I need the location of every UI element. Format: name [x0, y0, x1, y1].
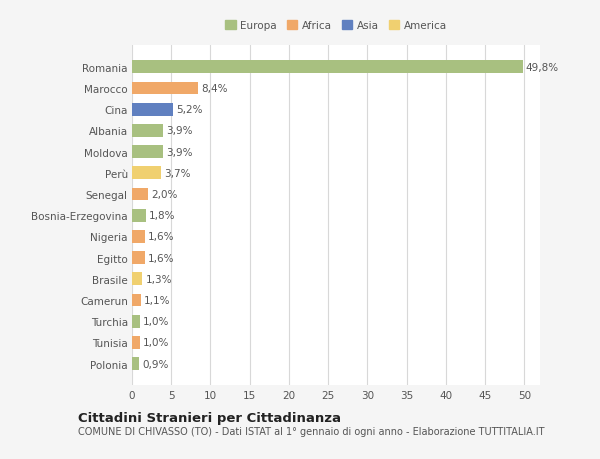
Text: 1,3%: 1,3% — [145, 274, 172, 284]
Text: 1,8%: 1,8% — [149, 211, 176, 221]
Text: 8,4%: 8,4% — [201, 84, 227, 94]
Bar — [132, 294, 140, 307]
Bar — [132, 146, 163, 159]
Text: 49,8%: 49,8% — [526, 63, 559, 73]
Bar — [132, 83, 198, 95]
Text: 1,6%: 1,6% — [148, 232, 174, 242]
Bar — [132, 104, 173, 116]
Text: 0,9%: 0,9% — [142, 359, 169, 369]
Text: 1,0%: 1,0% — [143, 338, 169, 347]
Bar — [132, 315, 140, 328]
Text: 3,9%: 3,9% — [166, 126, 192, 136]
Text: 1,1%: 1,1% — [144, 295, 170, 305]
Text: 3,7%: 3,7% — [164, 168, 191, 179]
Text: COMUNE DI CHIVASSO (TO) - Dati ISTAT al 1° gennaio di ogni anno - Elaborazione T: COMUNE DI CHIVASSO (TO) - Dati ISTAT al … — [78, 426, 545, 436]
Text: 5,2%: 5,2% — [176, 105, 202, 115]
Text: 3,9%: 3,9% — [166, 147, 192, 157]
Bar — [132, 167, 161, 180]
Legend: Europa, Africa, Asia, America: Europa, Africa, Asia, America — [221, 17, 451, 35]
Bar — [132, 62, 523, 74]
Text: 1,6%: 1,6% — [148, 253, 174, 263]
Text: 1,0%: 1,0% — [143, 317, 169, 326]
Text: Cittadini Stranieri per Cittadinanza: Cittadini Stranieri per Cittadinanza — [78, 411, 341, 424]
Bar — [132, 125, 163, 138]
Bar — [132, 209, 146, 222]
Bar — [132, 188, 148, 201]
Bar — [132, 252, 145, 264]
Bar — [132, 336, 140, 349]
Bar — [132, 358, 139, 370]
Bar — [132, 230, 145, 243]
Bar — [132, 273, 142, 285]
Text: 2,0%: 2,0% — [151, 190, 177, 200]
